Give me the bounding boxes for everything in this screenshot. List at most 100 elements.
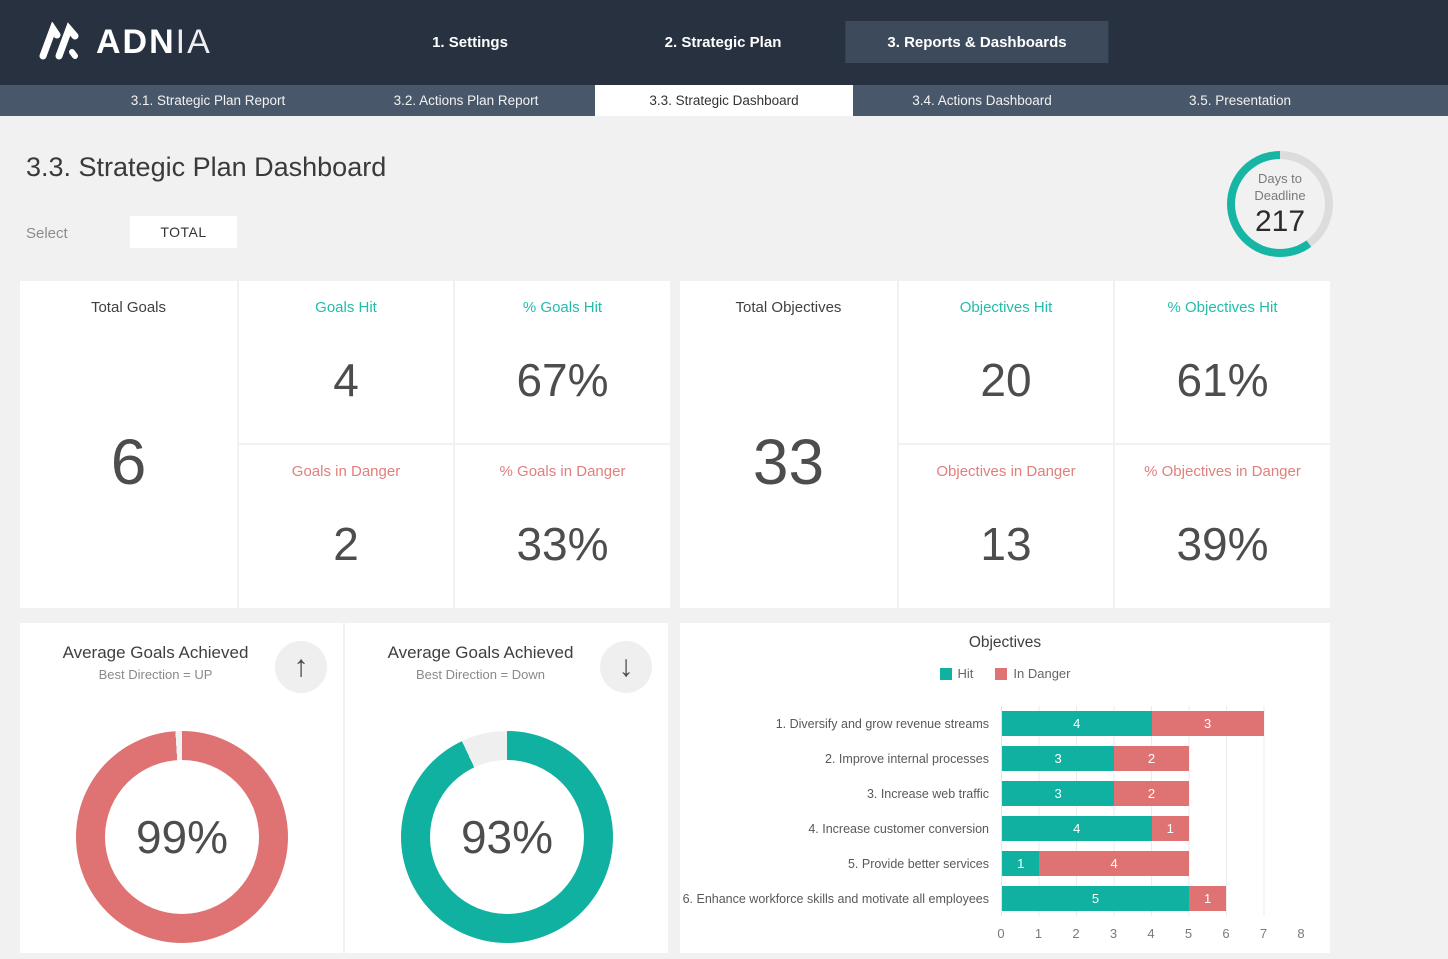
bar-segment-in-danger: 3 <box>1152 711 1264 736</box>
tab-strategic-plan-report[interactable]: 3.1. Strategic Plan Report <box>79 85 337 116</box>
tab-presentation[interactable]: 3.5. Presentation <box>1111 85 1369 116</box>
pct-goals-hit-value: 67% <box>516 316 608 443</box>
tab-strategic-dashboard[interactable]: 3.3. Strategic Dashboard <box>595 85 853 116</box>
down-arrow-icon: ↓ <box>600 641 652 693</box>
objectives-hit-value: 20 <box>980 316 1031 443</box>
pct-goals-hit-label: % Goals Hit <box>523 299 602 316</box>
bar-segment-hit: 3 <box>1002 781 1114 806</box>
chart-category-label: 6. Enhance workforce skills and motivate… <box>680 881 989 916</box>
pct-goals-hit-card: % Goals Hit 67% <box>455 281 670 443</box>
deadline-caption: Days to Deadline <box>1254 170 1305 204</box>
gauge-up-title: Average Goals Achieved <box>36 643 275 663</box>
app-header: ADNIA 1. Settings 2. Strategic Plan 3. R… <box>0 0 1448 85</box>
objectives-kpi-group: Total Objectives 33 Objectives Hit 20 % … <box>680 281 1330 610</box>
objectives-in-danger-value: 13 <box>980 480 1031 608</box>
select-label: Select <box>26 225 68 242</box>
goals-hit-value: 4 <box>333 316 359 443</box>
chart-bar-row: 14 <box>1002 846 1301 881</box>
gauge-down-subtitle: Best Direction = Down <box>361 667 600 682</box>
objectives-in-danger-label: Objectives in Danger <box>936 463 1075 480</box>
chart-category-label: 4. Increase customer conversion <box>680 811 989 846</box>
chart-bar-row: 41 <box>1002 811 1301 846</box>
adnia-logo-icon <box>36 22 82 62</box>
total-goals-label: Total Goals <box>91 299 166 316</box>
x-axis-tick: 0 <box>997 926 1004 941</box>
gauge-down-title: Average Goals Achieved <box>361 643 600 663</box>
tab-actions-dashboard[interactable]: 3.4. Actions Dashboard <box>853 85 1111 116</box>
objectives-hit-card: Objectives Hit 20 <box>899 281 1113 443</box>
nav-reports-dashboards[interactable]: 3. Reports & Dashboards <box>845 21 1108 63</box>
total-goals-card: Total Goals 6 <box>20 281 237 608</box>
gauge-up-value: 99% <box>76 731 288 943</box>
chart-bar-row: 32 <box>1002 741 1301 776</box>
pct-objectives-in-danger-label: % Objectives in Danger <box>1144 463 1301 480</box>
x-axis-tick: 1 <box>1035 926 1042 941</box>
pct-goals-in-danger-label: % Goals in Danger <box>500 463 626 480</box>
x-axis-tick: 7 <box>1260 926 1267 941</box>
x-axis-tick: 5 <box>1185 926 1192 941</box>
pct-objectives-in-danger-value: 39% <box>1176 480 1268 608</box>
chart-category-label: 3. Increase web traffic <box>680 776 989 811</box>
bar-segment-hit: 3 <box>1002 746 1114 771</box>
up-arrow-icon: ↑ <box>275 641 327 693</box>
chart-category-label: 2. Improve internal processes <box>680 741 989 776</box>
total-goals-value: 6 <box>111 316 147 608</box>
goals-in-danger-label: Goals in Danger <box>292 463 400 480</box>
avg-goals-up-donut-chart: 99% <box>76 731 288 943</box>
objectives-chart-legend: Hit In Danger <box>680 666 1330 681</box>
goals-in-danger-value: 2 <box>333 480 359 608</box>
brand-name: ADNIA <box>96 23 212 62</box>
objectives-chart-plot: 433232411451 <box>1001 706 1301 916</box>
bar-segment-in-danger: 4 <box>1039 851 1189 876</box>
x-axis-tick: 2 <box>1072 926 1079 941</box>
x-axis-tick: 6 <box>1222 926 1229 941</box>
bar-segment-hit: 1 <box>1002 851 1039 876</box>
x-axis-tick: 8 <box>1297 926 1304 941</box>
legend-item-hit: Hit <box>940 666 974 681</box>
avg-goals-achieved-down-card: Average Goals Achieved Best Direction = … <box>345 623 668 953</box>
page-title: 3.3. Strategic Plan Dashboard <box>26 152 386 183</box>
pct-objectives-in-danger-card: % Objectives in Danger 39% <box>1115 445 1330 608</box>
days-to-deadline-gauge: Days to Deadline 217 <box>1227 151 1333 257</box>
avg-goals-down-donut-chart: 93% <box>401 731 613 943</box>
pct-goals-in-danger-card: % Goals in Danger 33% <box>455 445 670 608</box>
legend-swatch-icon <box>940 668 952 680</box>
bar-segment-hit: 4 <box>1002 711 1152 736</box>
chart-bar-row: 51 <box>1002 881 1301 916</box>
objectives-hit-label: Objectives Hit <box>960 299 1053 316</box>
bar-segment-in-danger: 1 <box>1152 816 1189 841</box>
x-axis-tick: 3 <box>1110 926 1117 941</box>
goals-hit-card: Goals Hit 4 <box>239 281 453 443</box>
objectives-chart-title: Objectives <box>680 623 1330 652</box>
sub-navigation: 3.1. Strategic Plan Report 3.2. Actions … <box>0 85 1448 116</box>
bar-segment-in-danger: 2 <box>1114 781 1189 806</box>
pct-objectives-hit-value: 61% <box>1176 316 1268 443</box>
bar-segment-in-danger: 1 <box>1189 886 1226 911</box>
objectives-in-danger-card: Objectives in Danger 13 <box>899 445 1113 608</box>
avg-goals-achieved-up-card: Average Goals Achieved Best Direction = … <box>20 623 343 953</box>
bar-segment-hit: 4 <box>1002 816 1152 841</box>
goals-kpi-group: Total Goals 6 Goals Hit 4 % Goals Hit 67… <box>20 281 670 610</box>
objectives-chart-labels: 1. Diversify and grow revenue streams2. … <box>680 706 989 916</box>
deadline-value: 217 <box>1255 205 1305 239</box>
nav-settings[interactable]: 1. Settings <box>432 0 508 85</box>
nav-strategic-plan[interactable]: 2. Strategic Plan <box>665 0 782 85</box>
gauge-down-value: 93% <box>401 731 613 943</box>
scope-select[interactable]: TOTAL <box>130 216 237 248</box>
chart-category-label: 5. Provide better services <box>680 846 989 881</box>
tab-actions-plan-report[interactable]: 3.2. Actions Plan Report <box>337 85 595 116</box>
x-axis-tick: 4 <box>1147 926 1154 941</box>
bar-segment-in-danger: 2 <box>1114 746 1189 771</box>
chart-bar-row: 32 <box>1002 776 1301 811</box>
objectives-chart-card: Objectives Hit In Danger 1. Diversify and… <box>680 623 1330 953</box>
pct-objectives-hit-label: % Objectives Hit <box>1167 299 1277 316</box>
pct-goals-in-danger-value: 33% <box>516 480 608 608</box>
gauge-up-subtitle: Best Direction = UP <box>36 667 275 682</box>
goals-in-danger-card: Goals in Danger 2 <box>239 445 453 608</box>
total-objectives-value: 33 <box>753 316 824 608</box>
chart-bar-row: 43 <box>1002 706 1301 741</box>
legend-swatch-icon <box>995 668 1007 680</box>
objectives-chart-x-axis: 012345678 <box>1001 926 1301 946</box>
bar-segment-hit: 5 <box>1002 886 1189 911</box>
legend-item-in-danger: In Danger <box>995 666 1070 681</box>
